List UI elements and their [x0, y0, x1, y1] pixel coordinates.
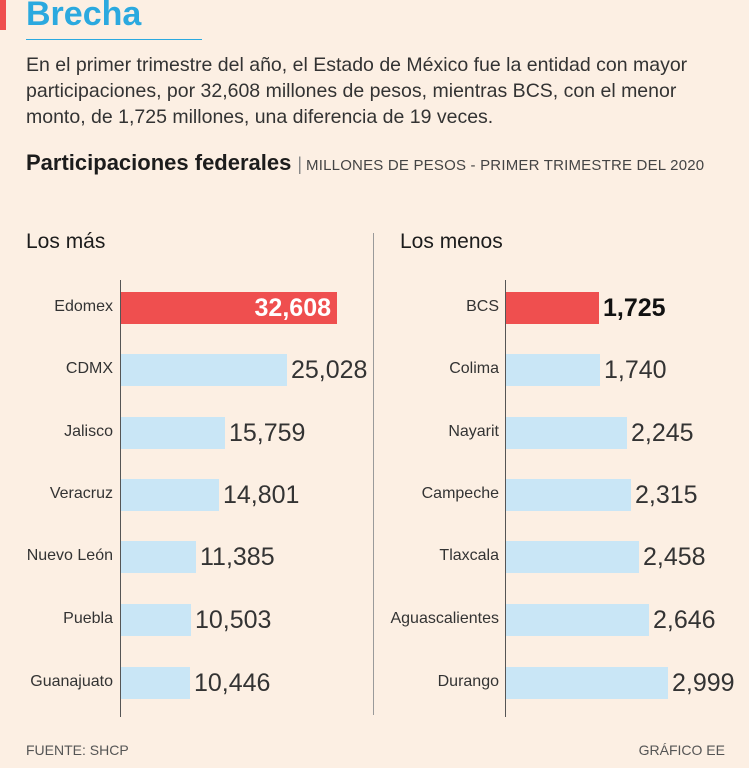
- category-label: Nuevo León: [26, 547, 113, 564]
- chart-title: Participaciones federales | MILLONES DE PE…: [26, 150, 704, 176]
- value-label: 2,646: [653, 606, 716, 634]
- bar-menos: [506, 541, 639, 573]
- accent-bar: [0, 0, 6, 30]
- bar-mas: [121, 354, 287, 386]
- value-label: 10,446: [194, 669, 271, 697]
- category-label: Edomex: [54, 298, 113, 315]
- category-label: Puebla: [63, 610, 113, 627]
- bar-menos: [506, 479, 631, 511]
- intro-paragraph: En el primer trimestre del año, el Estad…: [26, 54, 688, 128]
- axis-line-mas: [120, 280, 121, 717]
- category-label: Guanajuato: [30, 673, 113, 690]
- headline-rule: [26, 39, 202, 40]
- bar-mas: [121, 292, 337, 324]
- value-label: 15,759: [229, 419, 306, 447]
- axis-line-menos: [505, 280, 506, 717]
- value-label: 10,503: [195, 606, 272, 634]
- category-label: Tlaxcala: [439, 547, 499, 564]
- value-label: 32,608: [254, 294, 331, 322]
- panel-heading-menos: Los menos: [400, 230, 503, 253]
- bar-mas: [121, 541, 196, 573]
- bar-menos: [506, 604, 649, 636]
- value-label: 2,245: [631, 419, 694, 447]
- value-label: 2,999: [672, 669, 735, 697]
- bar-menos: [506, 417, 627, 449]
- source-note: FUENTE: SHCP: [26, 742, 129, 758]
- category-label: Aguascalientes: [390, 610, 499, 627]
- value-label: 1,725: [603, 294, 666, 322]
- value-label: 2,315: [635, 481, 698, 509]
- bar-mas: [121, 604, 191, 636]
- graphic-credit: GRÁFICO EE: [638, 742, 725, 758]
- value-label: 14,801: [223, 481, 300, 509]
- value-label: 1,740: [604, 356, 667, 384]
- bar-mas: [121, 417, 225, 449]
- value-label: 11,385: [200, 543, 275, 571]
- panel-divider: [373, 233, 374, 715]
- chart-title-main: Participaciones federales: [26, 150, 292, 175]
- category-label: CDMX: [65, 360, 113, 377]
- category-label: Veracruz: [49, 485, 113, 502]
- value-label: 2,458: [643, 543, 706, 571]
- bar-menos: [506, 354, 600, 386]
- category-label: Durango: [437, 673, 499, 690]
- headline: Brecha: [26, 0, 142, 33]
- bar-mas: [121, 667, 190, 699]
- category-label: Nayarit: [448, 423, 499, 440]
- chart-subtitle: MILLONES DE PESOS - PRIMER TRIMESTRE DEL…: [306, 157, 705, 174]
- bar-mas: [121, 479, 219, 511]
- bar-menos: [506, 292, 599, 324]
- bar-menos: [506, 667, 668, 699]
- category-label: BCS: [466, 298, 499, 315]
- category-label: Colima: [449, 360, 499, 377]
- category-label: Campeche: [421, 485, 499, 502]
- category-label: Jalisco: [64, 423, 113, 440]
- title-separator: |: [297, 154, 303, 174]
- panel-heading-mas: Los más: [26, 230, 106, 253]
- value-label: 25,028: [291, 356, 368, 384]
